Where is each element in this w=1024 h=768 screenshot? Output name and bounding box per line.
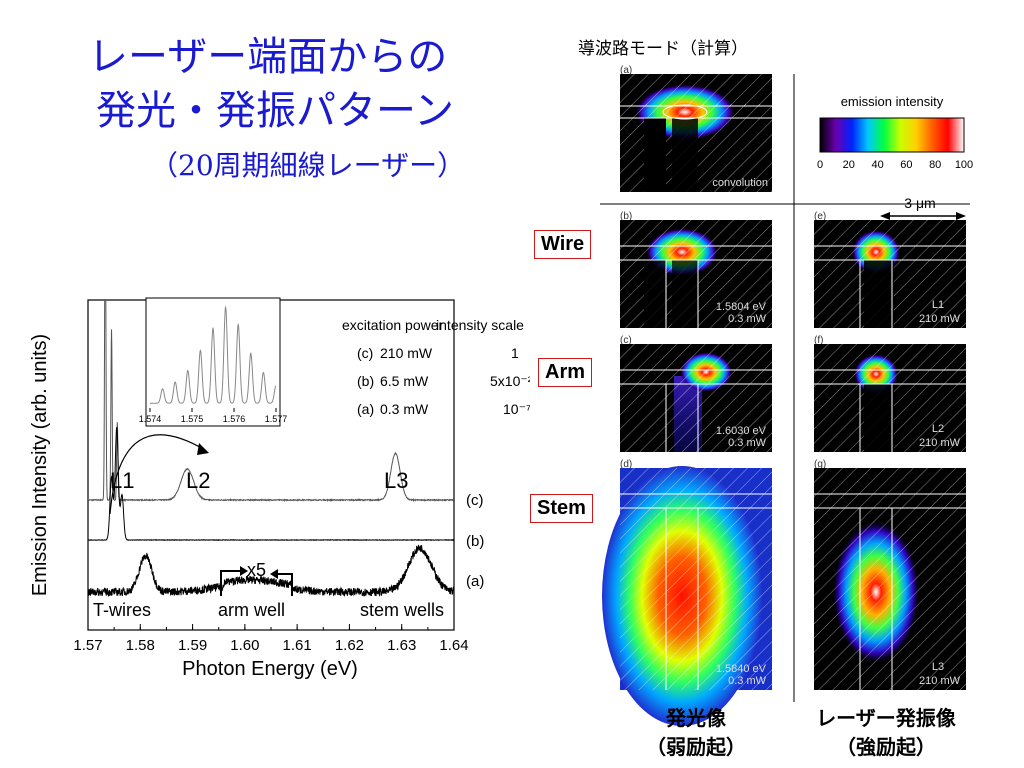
y-axis-label: Emission Intensity (arb. units) bbox=[29, 334, 51, 596]
peak-label-l3: L3 bbox=[384, 468, 408, 493]
x5-right-arrowhead bbox=[270, 569, 278, 579]
x-tick-label: 1.58 bbox=[126, 637, 155, 654]
emission-spectrum-chart: 1.57 1.58 1.59 1.60 1.61 1.62 1.63 1.64 Emissio… bbox=[29, 297, 530, 680]
x5-left-arrowhead bbox=[240, 566, 248, 576]
legend-header-power: excitation power bbox=[342, 317, 444, 333]
inset-arrow bbox=[109, 434, 206, 515]
svg-text:(a): (a) bbox=[620, 65, 632, 76]
inset-arrowhead bbox=[197, 443, 209, 455]
spectrum-series-c bbox=[88, 300, 454, 503]
svg-text:(b): (b) bbox=[620, 211, 632, 222]
svg-text:3 μm: 3 μm bbox=[904, 195, 935, 211]
inset-x-tick-label: 1.577 bbox=[265, 414, 288, 424]
scale-bar: 3 μm bbox=[880, 195, 966, 220]
svg-text:L3: L3 bbox=[932, 661, 944, 673]
legend-scale-a: 10⁻⁷ bbox=[503, 401, 530, 417]
svg-text:(g): (g) bbox=[814, 459, 826, 470]
svg-text:210 mW: 210 mW bbox=[919, 313, 961, 325]
curve-label-a: (a) bbox=[466, 573, 484, 590]
svg-text:(e): (e) bbox=[814, 211, 826, 222]
label-stem-wells: stem wells bbox=[360, 600, 444, 620]
colorbar-tick-label: 0 bbox=[817, 159, 823, 171]
panel-b: (b) 1.5804 eV 0.3 mW bbox=[620, 211, 772, 328]
inset-x-tick-label: 1.575 bbox=[181, 414, 204, 424]
legend-curve-c: (c) bbox=[357, 345, 373, 361]
legend-power-b: 6.5 mW bbox=[380, 373, 429, 389]
legend-power-a: 0.3 mW bbox=[380, 401, 429, 417]
slide-title-line2: 発光・発振パターン bbox=[96, 88, 454, 134]
x-tick-label: 1.59 bbox=[178, 637, 207, 654]
svg-text:210 mW: 210 mW bbox=[919, 437, 961, 449]
spectrum-series-b bbox=[88, 426, 454, 542]
waveguide-mode-caption: 導波路モード（計算） bbox=[578, 39, 748, 59]
inset-frame bbox=[145, 297, 281, 427]
column-caption-emission-line1: 発光像 bbox=[666, 706, 726, 730]
curve-label-b: (b) bbox=[466, 533, 484, 550]
svg-text:0.3 mW: 0.3 mW bbox=[728, 437, 767, 449]
svg-text:1.5804 eV: 1.5804 eV bbox=[716, 301, 767, 313]
legend-curve-a: (a) bbox=[357, 401, 374, 417]
column-caption-lasing-line2: （強励起） bbox=[836, 735, 936, 759]
column-caption-lasing: レーザー発振像 （強励起） bbox=[796, 702, 976, 760]
legend-scale-b: 5x10⁻² bbox=[490, 373, 530, 389]
svg-text:210 mW: 210 mW bbox=[919, 675, 961, 687]
legend-power-c: 210 mW bbox=[380, 345, 433, 361]
inset-x-tick-label: 1.576 bbox=[223, 414, 246, 424]
panel-e: (e) L1 210 mW bbox=[814, 211, 966, 328]
panel-a: (a) convolution bbox=[620, 65, 772, 192]
x-tick-label: 1.63 bbox=[387, 637, 416, 654]
colorbar-tick-label: 40 bbox=[871, 159, 883, 171]
x-tick-label: 1.61 bbox=[283, 637, 312, 654]
svg-text:emission intensity: emission intensity bbox=[841, 94, 944, 109]
label-wire: Wire bbox=[534, 230, 592, 259]
x-tick-label: 1.60 bbox=[230, 637, 259, 654]
label-stem: Stem bbox=[530, 494, 593, 523]
peak-label-l2: L2 bbox=[186, 468, 210, 493]
panel-d: (d) 1.5840 eV 0.3 mW bbox=[602, 459, 772, 726]
colorbar: emission intensity 0 20 40 60 80 100 bbox=[817, 94, 973, 171]
svg-text:(d): (d) bbox=[620, 459, 632, 470]
column-caption-emission-line2: （弱励起） bbox=[646, 735, 746, 759]
mode-image-panels: (a) convolution emission intensity 0 20 40… bbox=[600, 65, 973, 726]
inset-spectrum bbox=[150, 305, 277, 404]
column-caption-emission: 発光像 （弱励起） bbox=[620, 702, 772, 760]
x-tick-label: 1.64 bbox=[439, 637, 468, 654]
colorbar-tick-label: 20 bbox=[843, 159, 855, 171]
x-tick-label: 1.62 bbox=[335, 637, 364, 654]
legend-header-scale: intensity scale bbox=[436, 317, 524, 333]
panel-g: (g) L3 210 mW bbox=[814, 459, 966, 690]
svg-text:L2: L2 bbox=[932, 423, 944, 435]
curve-label-c: (c) bbox=[466, 492, 484, 509]
svg-text:1.5840 eV: 1.5840 eV bbox=[716, 663, 767, 675]
panel-f: (f) L2 210 mW bbox=[814, 335, 966, 452]
colorbar-tick-label: 100 bbox=[955, 159, 973, 171]
legend-curve-b: (b) bbox=[357, 373, 374, 389]
colorbar-tick-label: 60 bbox=[900, 159, 912, 171]
panel-c: (c) 1.6030 eV 0.3 mW bbox=[620, 335, 772, 452]
column-caption-lasing-line1: レーザー発振像 bbox=[816, 706, 956, 730]
label-t-wires: T-wires bbox=[93, 600, 151, 620]
slide-title-line1: レーザー端面からの bbox=[88, 34, 448, 80]
label-arm: Arm bbox=[538, 358, 593, 387]
spectrum-series-a bbox=[88, 544, 454, 597]
svg-text:(f): (f) bbox=[814, 335, 823, 346]
label-arm-well: arm well bbox=[218, 600, 285, 620]
svg-text:L1: L1 bbox=[932, 299, 944, 311]
legend-scale-c: 1 bbox=[511, 345, 519, 361]
svg-text:convolution: convolution bbox=[712, 177, 768, 189]
slide-subtitle: （20周期細線レーザー） bbox=[150, 149, 466, 182]
svg-text:1.6030 eV: 1.6030 eV bbox=[716, 425, 767, 437]
x5-left-arrow bbox=[220, 570, 240, 596]
svg-text:0.3 mW: 0.3 mW bbox=[728, 675, 767, 687]
svg-text:0.3 mW: 0.3 mW bbox=[728, 313, 767, 325]
x5-right-arrow bbox=[278, 573, 293, 596]
x-tick-label: 1.57 bbox=[73, 637, 102, 654]
colorbar-tick-label: 80 bbox=[929, 159, 941, 171]
x-axis-label: Photon Energy (eV) bbox=[182, 658, 358, 680]
svg-text:(c): (c) bbox=[620, 335, 632, 346]
label-x5: x5 bbox=[247, 560, 266, 580]
inset-x-tick-label: 1.574 bbox=[139, 414, 162, 424]
